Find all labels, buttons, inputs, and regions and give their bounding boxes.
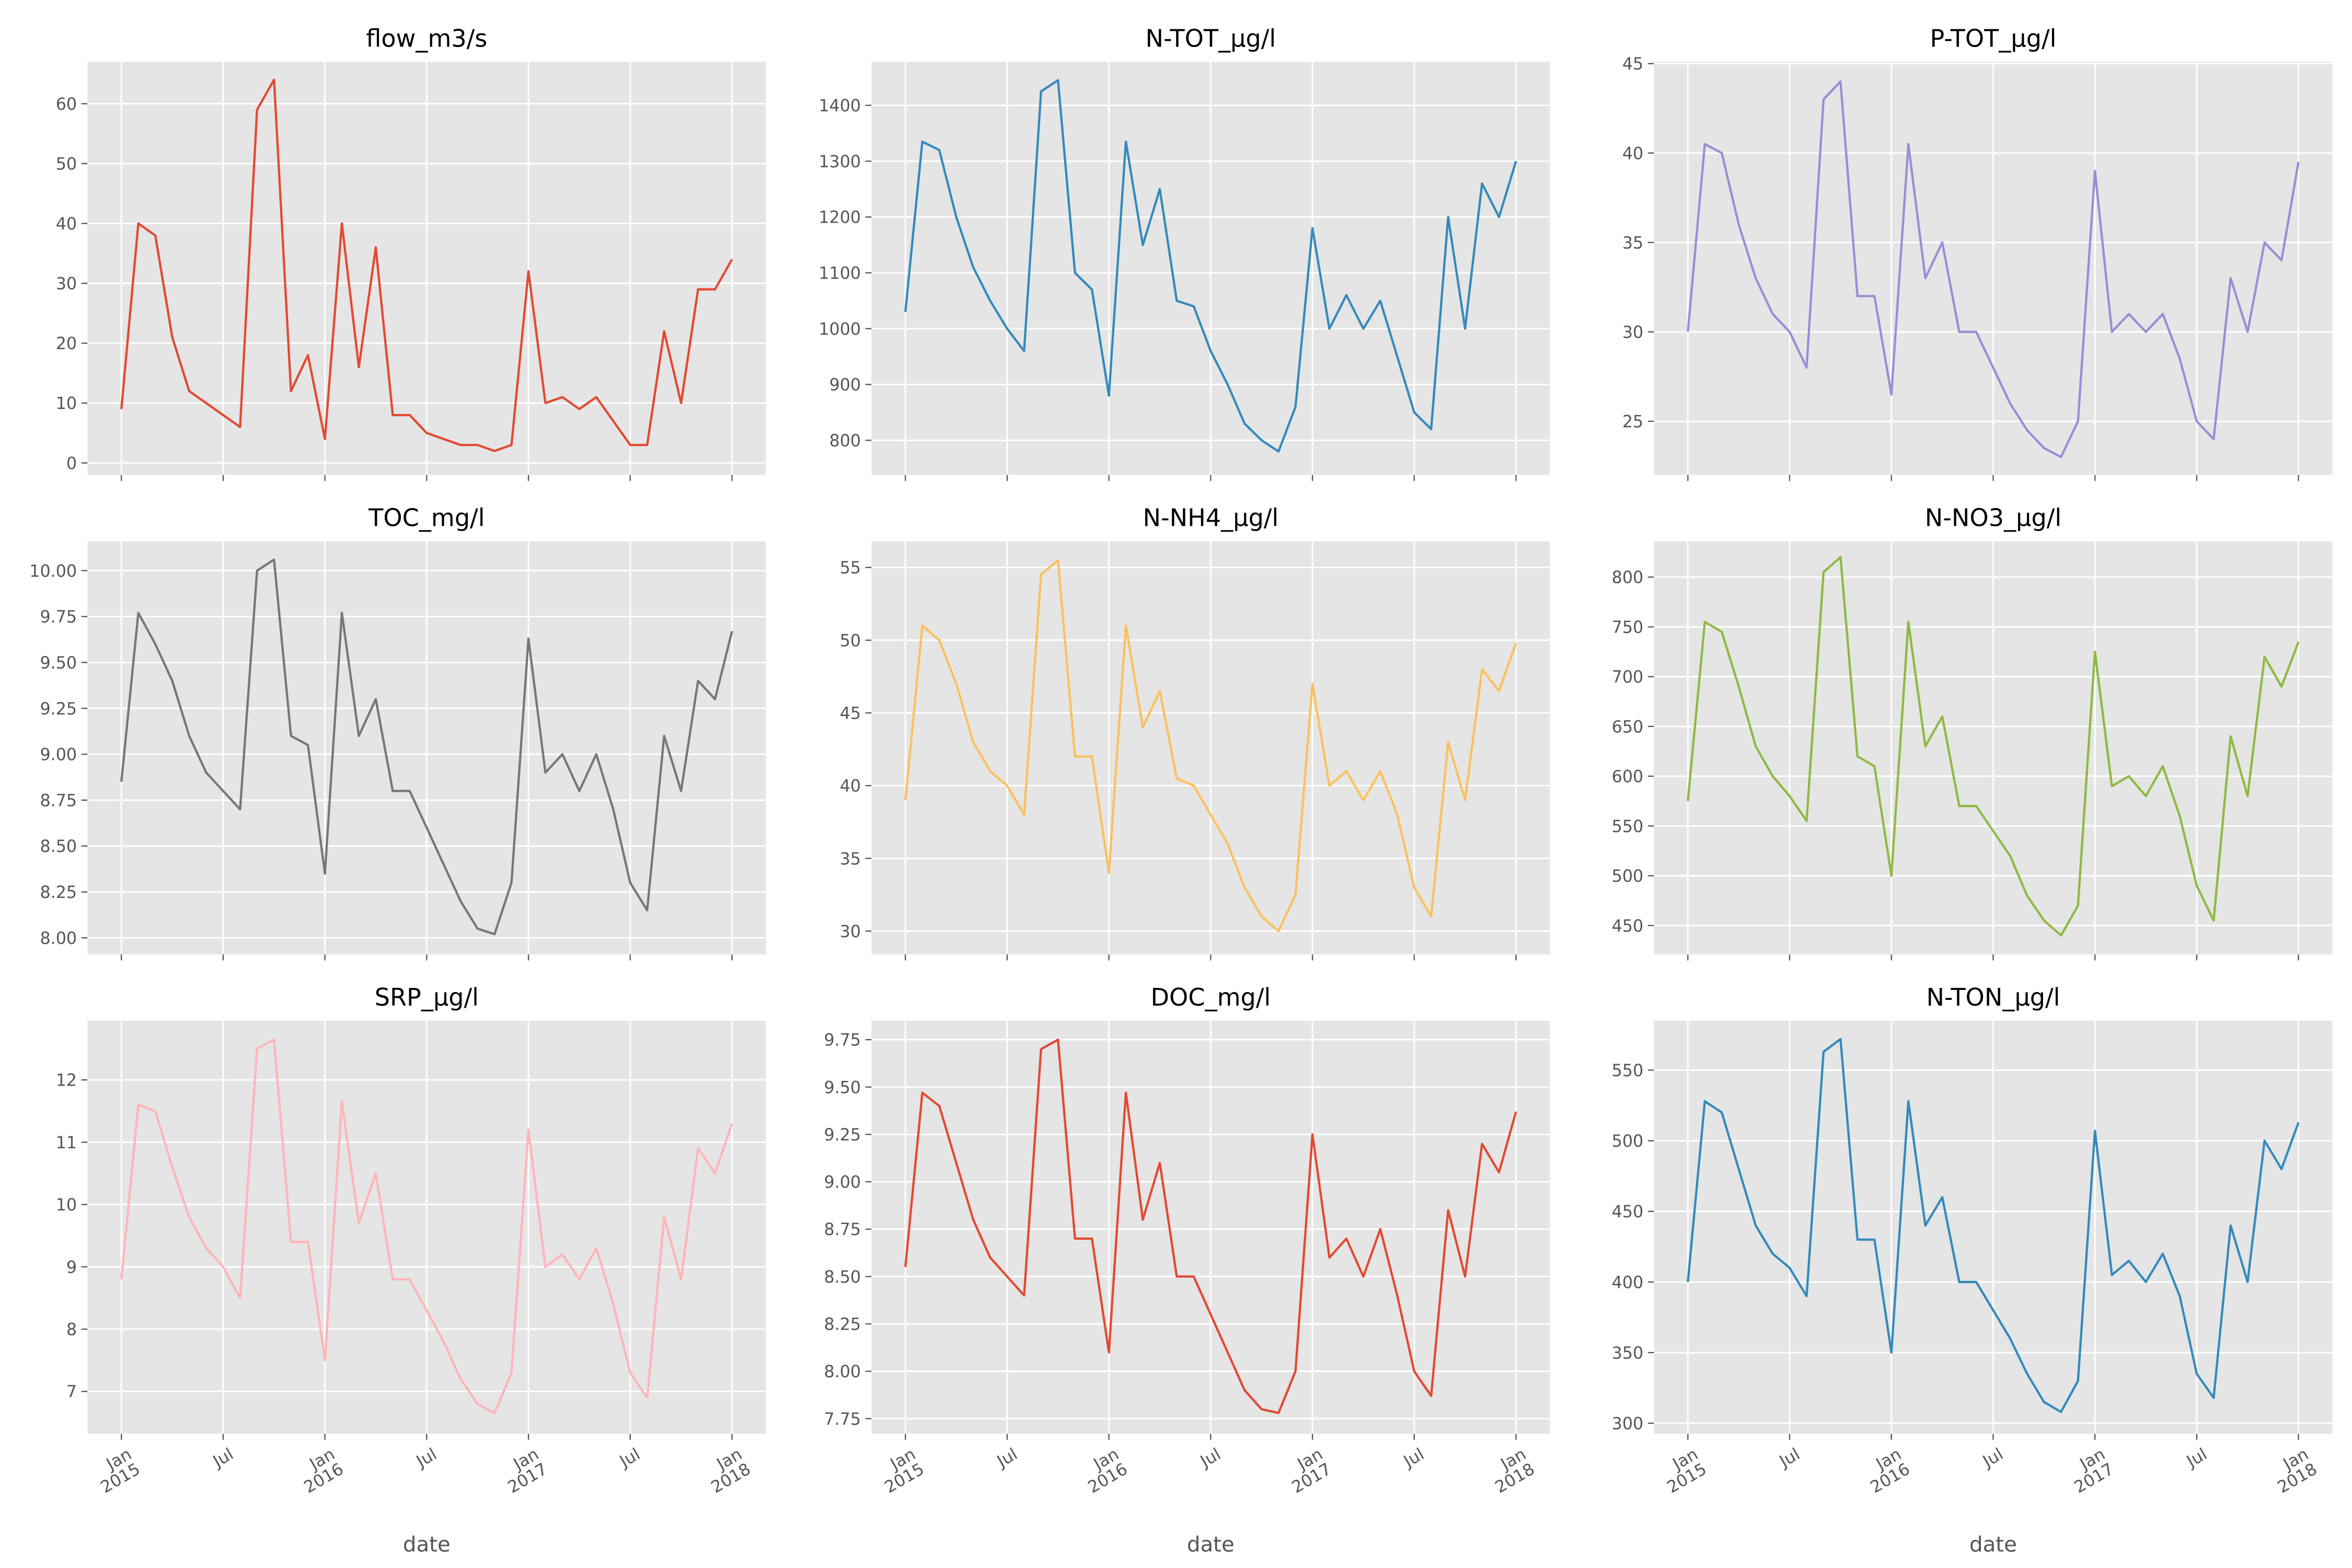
y-tick-label: 1200 [818,209,861,227]
y-tick-label: 450 [1612,917,1644,936]
y-tick-label: 9.75 [824,1031,861,1050]
y-tick-label: 450 [1612,1203,1644,1221]
subplot-title: TOC_mg/l [368,504,485,532]
data-line [904,559,1517,932]
subplot-title: N-NH4_µg/l [1143,504,1278,532]
y-tick-label: 500 [1612,867,1644,886]
y-tick-label: 9.50 [40,654,77,673]
subplot-title: N-TON_µg/l [1926,983,2060,1011]
y-tick-label: 1000 [818,320,861,339]
y-tick-label: 9.50 [824,1078,861,1097]
subplot-title: N-NO3_µg/l [1925,504,2061,532]
y-tick-label: 0 [66,454,77,473]
y-tick-label: 1400 [818,97,861,116]
y-tick-label: 8.75 [40,791,77,810]
y-tick-label: 20 [56,335,77,353]
y-tick-label: 500 [1612,1132,1644,1151]
y-tick-label: 7 [66,1383,77,1402]
y-tick-label: 1300 [818,153,861,171]
y-tick-label: 750 [1612,618,1644,637]
y-tick-label: 550 [1612,1062,1644,1080]
subplot-title: flow_m3/s [366,24,487,52]
y-tick-label: 9 [66,1258,77,1277]
y-tick-label: 8.50 [824,1268,861,1287]
y-tick-label: 30 [56,275,77,294]
y-tick-label: 7.75 [824,1410,861,1429]
y-tick-label: 25 [1622,413,1643,432]
y-tick-label: 10.00 [29,562,77,581]
y-tick-label: 400 [1612,1273,1644,1292]
y-tick-label: 8.25 [40,883,77,902]
y-tick-label: 45 [1622,55,1643,74]
y-tick-label: 50 [56,155,77,174]
y-tick-label: 50 [840,631,861,650]
data-line [1687,1037,2300,1413]
y-tick-label: 8.25 [824,1316,861,1334]
y-tick-label: 10 [56,1196,77,1215]
y-tick-label: 600 [1612,768,1644,787]
subplot-title: DOC_mg/l [1150,983,1271,1011]
y-tick-label: 9.00 [824,1173,861,1192]
y-tick-label: 900 [829,376,861,395]
data-line [1687,556,2300,937]
y-tick-label: 11 [56,1134,77,1152]
data-line [904,1038,1517,1414]
y-tick-label: 10 [56,395,77,413]
y-tick-label: 350 [1612,1344,1644,1363]
y-tick-label: 800 [829,432,861,451]
y-tick-label: 300 [1612,1415,1644,1434]
y-tick-label: 8.75 [824,1220,861,1239]
x-axis-label: date [1187,1532,1235,1557]
y-tick-label: 8.00 [40,929,77,948]
y-tick-label: 40 [1622,144,1643,163]
y-tick-label: 40 [56,215,77,234]
y-tick-label: 60 [56,95,77,114]
x-axis-label: date [403,1532,451,1557]
y-tick-label: 9.25 [40,700,77,719]
data-line [904,79,1517,453]
data-line [120,558,733,936]
y-tick-label: 800 [1612,569,1644,587]
data-line [120,1038,733,1415]
y-tick-label: 30 [1622,323,1643,342]
subplot-title: P-TOT_µg/l [1930,24,2056,52]
y-tick-label: 700 [1612,668,1644,687]
y-tick-label: 30 [840,923,861,941]
y-tick-label: 9.00 [40,746,77,765]
y-tick-label: 650 [1612,718,1644,736]
y-tick-label: 8.00 [824,1363,861,1381]
y-tick-label: 45 [840,705,861,723]
y-tick-label: 35 [1622,234,1643,252]
data-line [1687,80,2300,458]
y-tick-label: 550 [1612,817,1644,836]
subplot-title: SRP_µg/l [375,983,479,1011]
x-axis-label: date [1969,1532,2017,1557]
y-tick-label: 8.50 [40,837,77,856]
y-tick-label: 8 [66,1321,77,1340]
y-tick-label: 35 [840,850,861,869]
y-tick-label: 40 [840,777,861,796]
subplot-title: N-TOT_µg/l [1145,24,1276,52]
y-tick-label: 9.25 [824,1126,861,1145]
data-line [120,78,733,453]
y-tick-label: 9.75 [40,608,77,627]
y-tick-label: 1100 [818,264,861,283]
y-tick-label: 12 [56,1071,77,1090]
y-tick-label: 55 [840,559,861,578]
